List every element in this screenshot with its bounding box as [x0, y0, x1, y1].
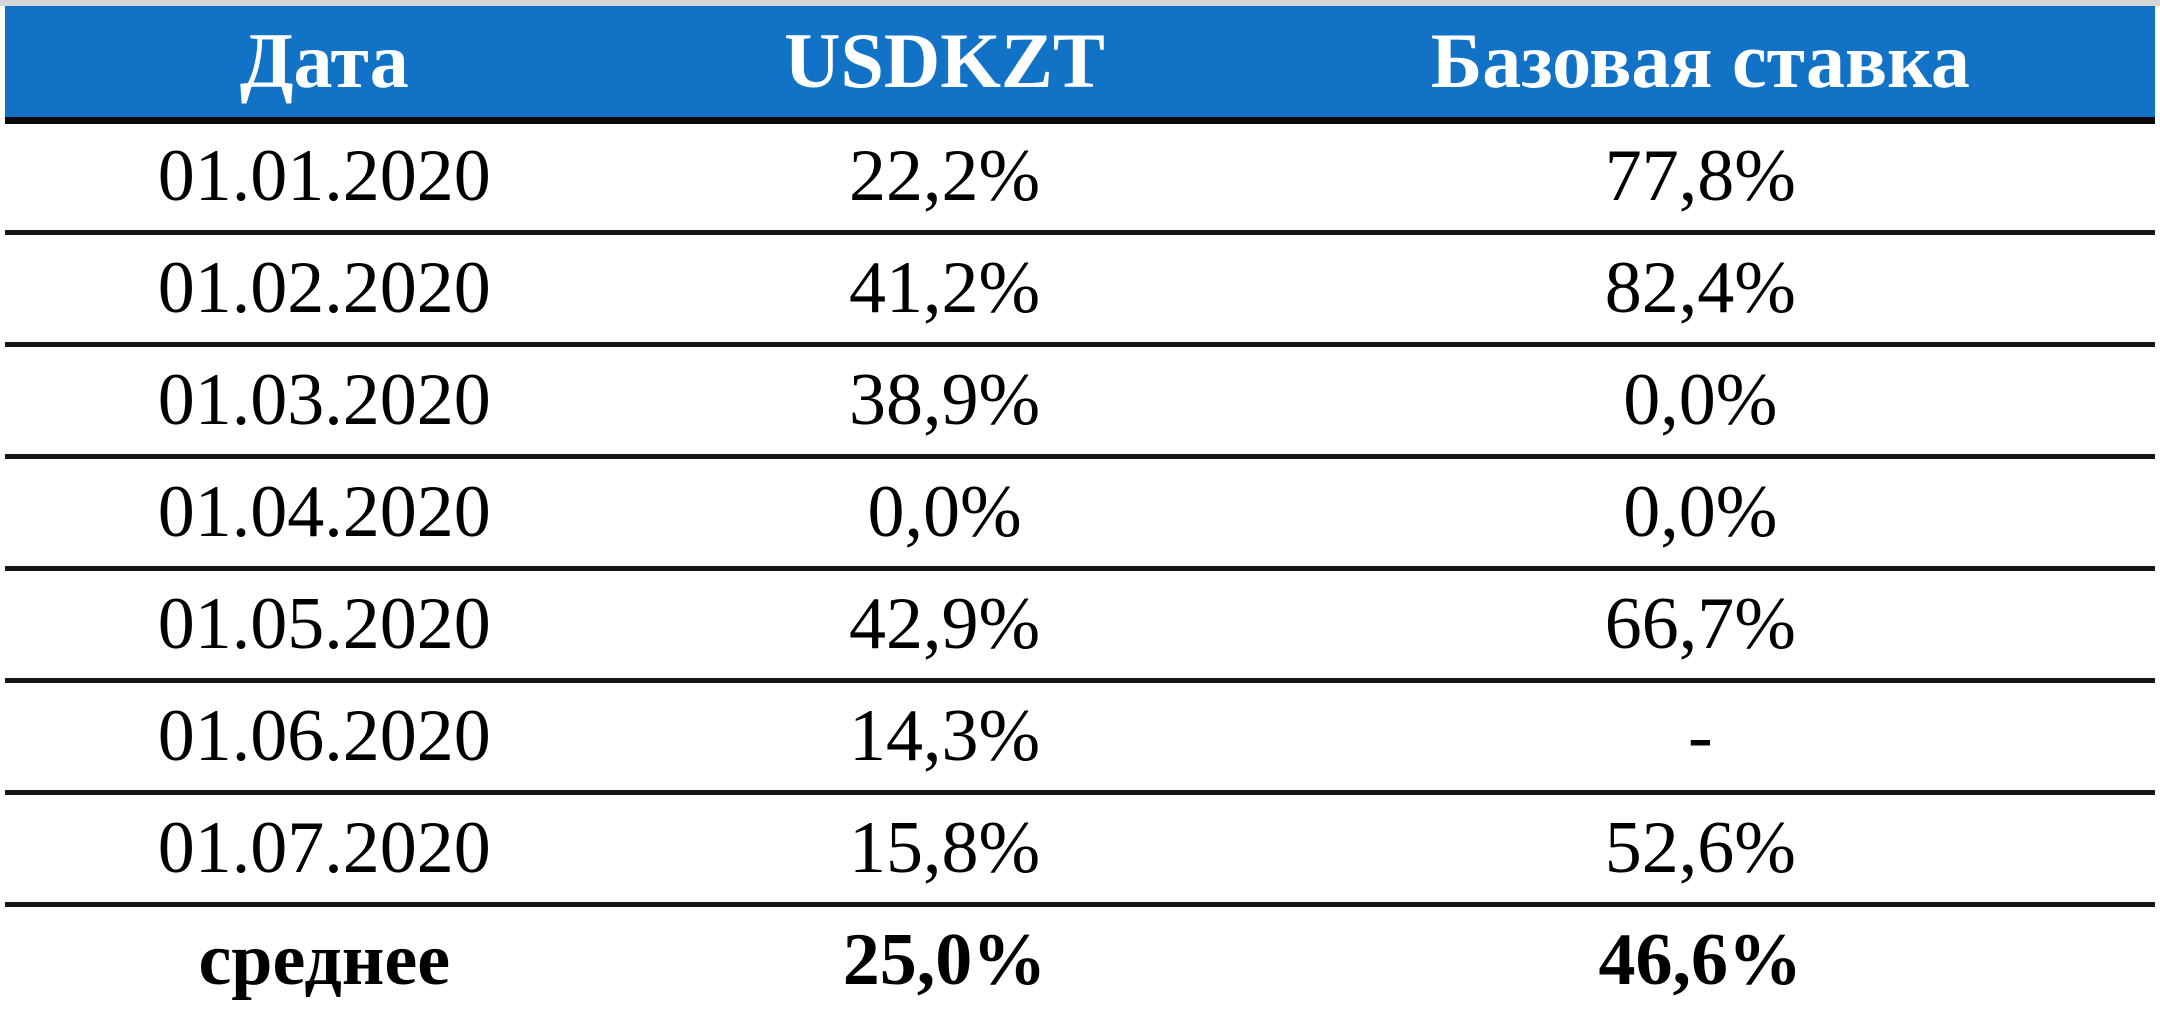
- usdkzt-cell: 41,2%: [643, 232, 1246, 347]
- column-header-usdkzt: USDKZT: [643, 6, 1246, 124]
- date-cell: 01.03.2020: [5, 344, 644, 459]
- summary-label-cell: среднее: [198, 919, 451, 1002]
- table-row: 01.05.2020 42,9% 66,7%: [5, 568, 2155, 683]
- summary-base-rate-cell: 46,6%: [1598, 919, 1803, 1002]
- base-rate-cell: 82,4%: [1245, 232, 2155, 347]
- date-cell: 01.07.2020: [5, 792, 644, 907]
- date-cell: 01.02.2020: [5, 232, 644, 347]
- usdkzt-cell: 15,8%: [643, 792, 1246, 907]
- table-header-row: Дата USDKZT Базовая ставка: [5, 6, 2155, 124]
- table-row: 01.02.2020 41,2% 82,4%: [5, 232, 2155, 347]
- base-rate-cell: -: [1245, 680, 2155, 795]
- table-row: 01.01.2020 22,2% 77,8%: [5, 120, 2155, 235]
- summary-usdkzt-cell: 25,0%: [842, 919, 1047, 1002]
- table-row: 01.04.2020 0,0% 0,0%: [5, 456, 2155, 571]
- table-summary-row: среднее 25,0% 46,6%: [5, 904, 2155, 1015]
- date-cell: 01.01.2020: [5, 120, 644, 235]
- usdkzt-cell: 22,2%: [643, 120, 1246, 235]
- column-header-date: Дата: [5, 6, 644, 124]
- table-row: 01.07.2020 15,8% 52,6%: [5, 792, 2155, 907]
- base-rate-cell: 66,7%: [1245, 568, 2155, 683]
- date-cell: 01.06.2020: [5, 680, 644, 795]
- usdkzt-cell: 0,0%: [643, 456, 1246, 571]
- rates-table: Дата USDKZT Базовая ставка 01.01.2020 22…: [5, 6, 2155, 1015]
- usdkzt-cell: 14,3%: [643, 680, 1246, 795]
- top-margin-strip: [0, 0, 2160, 6]
- base-rate-cell: 77,8%: [1245, 120, 2155, 235]
- usdkzt-cell: 38,9%: [643, 344, 1246, 459]
- column-header-base-rate: Базовая ставка: [1245, 6, 2155, 124]
- base-rate-cell: 52,6%: [1245, 792, 2155, 907]
- date-cell: 01.04.2020: [5, 456, 644, 571]
- table-row: 01.03.2020 38,9% 0,0%: [5, 344, 2155, 459]
- table-row: 01.06.2020 14,3% -: [5, 680, 2155, 795]
- base-rate-cell: 0,0%: [1245, 456, 2155, 571]
- usdkzt-cell: 42,9%: [643, 568, 1246, 683]
- date-cell: 01.05.2020: [5, 568, 644, 683]
- base-rate-cell: 0,0%: [1245, 344, 2155, 459]
